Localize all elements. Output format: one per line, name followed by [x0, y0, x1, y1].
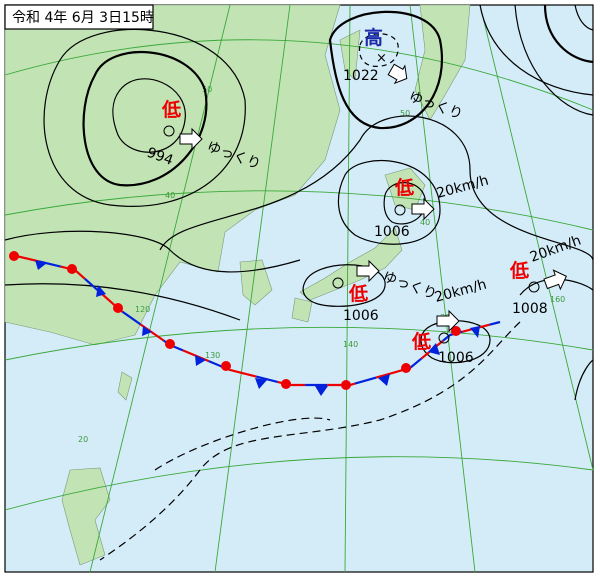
- isobars-path: [479, 4, 594, 96]
- land-path: [291, 297, 313, 323]
- graticule-path: [4, 39, 594, 111]
- pressure-systems-circle: [394, 204, 406, 216]
- isobars-path: [574, 4, 594, 31]
- isobars-path: [99, 321, 521, 561]
- isobars-path: [514, 4, 594, 116]
- graticule: [4, 4, 594, 573]
- pressure-label: 1006: [343, 308, 379, 324]
- pressure-systems-path: [387, 63, 408, 85]
- center-mark: ×: [376, 51, 387, 66]
- isobars-path: [4, 283, 241, 321]
- front-g-circle: [221, 361, 231, 371]
- grid-label: 140: [343, 340, 358, 349]
- front-g-path: [378, 374, 390, 386]
- front-g: [9, 251, 461, 390]
- front-g-circle: [9, 251, 19, 261]
- front-g-path: [142, 326, 152, 336]
- isobars: [4, 4, 594, 561]
- grid-label: 40: [165, 191, 175, 200]
- isobars-path: [383, 182, 426, 225]
- graticule-line: [214, 4, 291, 573]
- pressure-systems-circle: [438, 332, 450, 344]
- pressure-label: 1006: [374, 224, 410, 240]
- isobars-path: [420, 320, 491, 364]
- front-g-path: [96, 285, 106, 297]
- front-g-circle: [341, 380, 351, 390]
- front-g-path: [315, 386, 328, 396]
- system-symbol: 低: [411, 330, 431, 353]
- system-symbol: 低: [394, 176, 414, 199]
- graticule-line: [479, 4, 594, 471]
- graticule-line: [344, 4, 351, 573]
- pressure-systems-circle: [528, 281, 540, 293]
- isobars-path: [574, 359, 594, 401]
- isobars-path: [4, 230, 301, 273]
- title-box: [4, 4, 154, 30]
- system-symbol: 低: [348, 282, 368, 305]
- system-symbol: 低: [161, 98, 181, 121]
- front: [9, 251, 501, 396]
- grid-label: 20: [78, 435, 88, 444]
- front-g-circle: [281, 379, 291, 389]
- front-g: [35, 260, 480, 396]
- pressure-systems-path: [411, 197, 435, 221]
- graticule-path: [4, 456, 594, 511]
- front-g-circle: [165, 339, 175, 349]
- graticule-line: [409, 4, 476, 573]
- land-path: [117, 371, 133, 401]
- pressure-label: 1008: [512, 301, 548, 317]
- system-symbol: 高: [364, 26, 383, 49]
- isobars-path: [43, 28, 246, 207]
- grid-label: 50: [202, 85, 212, 94]
- isobars-path: [112, 78, 186, 153]
- pressure-systems-path: [356, 259, 380, 283]
- pressure-systems-path: [436, 309, 460, 333]
- front-g-circle: [451, 326, 461, 336]
- grid-label: 50: [400, 109, 410, 118]
- front-g-path: [470, 326, 480, 338]
- front-g-circle: [113, 303, 123, 313]
- grid-label: 130: [205, 351, 220, 360]
- isobars-path: [159, 115, 594, 261]
- pressure-label: 1006: [438, 350, 474, 366]
- graticule-path: [4, 326, 594, 361]
- pressure-systems-circle: [163, 125, 175, 137]
- pressure-systems-path: [179, 127, 203, 151]
- isobars-path: [302, 264, 386, 307]
- land-path: [384, 167, 426, 211]
- front-g-path: [195, 355, 206, 366]
- system-symbol: 低: [509, 259, 529, 282]
- front-g-circle: [401, 363, 411, 373]
- isobars-path: [154, 417, 331, 471]
- front-g-path: [35, 260, 47, 270]
- grid-label: 120: [135, 305, 150, 314]
- isobars-path: [543, 4, 594, 64]
- isobars-path: [358, 33, 399, 67]
- grid-label: 160: [550, 295, 565, 304]
- map-title: 令和 4年 6月 3日15時: [12, 10, 154, 26]
- pressure-label: 1022: [343, 68, 379, 84]
- pressure-systems-circle: [332, 277, 344, 289]
- isobars-path: [337, 160, 441, 245]
- front-g-path: [428, 343, 440, 355]
- pressure-systems-path: [543, 269, 568, 291]
- grid-label: 40: [420, 218, 430, 227]
- isobars-path: [328, 10, 443, 130]
- front-g-path: [255, 378, 267, 389]
- front-g-circle: [67, 264, 77, 274]
- isobars-path: [82, 51, 208, 187]
